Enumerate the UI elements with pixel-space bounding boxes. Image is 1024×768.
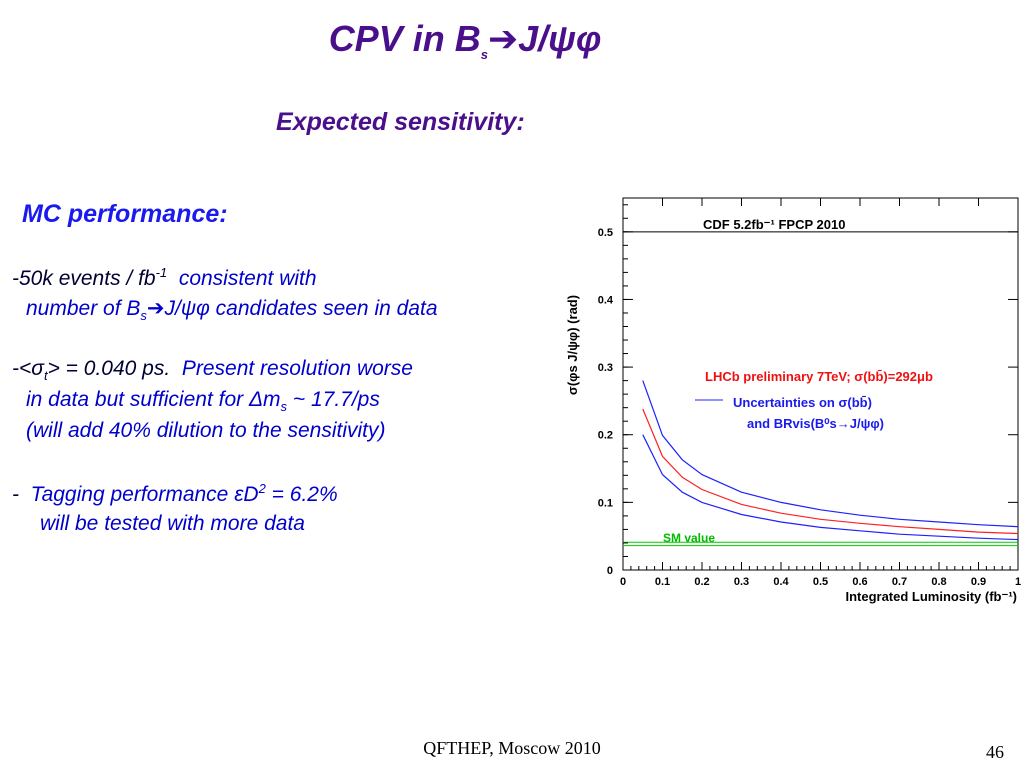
- sm-value-label: SM value: [663, 531, 715, 545]
- series-curve-0: [642, 380, 1019, 528]
- bullet-resolution-line2: in data but sufficient for Δms ~ 17.7/ps: [26, 388, 380, 415]
- x-tick-label: 0: [620, 576, 626, 588]
- slide-title: CPV in Bs➔J/ψφ: [328, 18, 602, 63]
- chart-frame: [622, 197, 1019, 571]
- footer-text: QFTHEP, Moscow 2010: [423, 738, 601, 758]
- x-tick-label: 0.4: [773, 576, 789, 588]
- series-curve-1: [642, 408, 1019, 535]
- bullet-tagging-line1: - Tagging performance εD2 = 6.2%: [12, 481, 338, 506]
- mc-performance-heading: MC performance:: [22, 200, 228, 228]
- x-tick-label: 0.2: [694, 576, 709, 588]
- uncertainty-annotation-line2: and BRvis(B⁰s→J/ψφ): [747, 416, 884, 431]
- y-tick-label: 0: [607, 565, 613, 577]
- y-tick-label: 0.2: [598, 430, 613, 442]
- bullet-events-line2: number of Bs➔J/ψφ candidates seen in dat…: [26, 297, 438, 324]
- x-tick-label: 0.5: [813, 576, 828, 588]
- lhcb-annotation: LHCb preliminary 7TeV; σ(bb̄)=292μb: [705, 369, 933, 384]
- y-axis-label: σ(φs J/ψφ) (rad): [565, 295, 580, 395]
- x-tick-label: 0.6: [852, 576, 867, 588]
- bullet-events-line1: -50k events / fb-1 consistent with: [12, 265, 317, 290]
- page-number: 46: [986, 742, 1004, 762]
- uncertainty-annotation-line1: Uncertainties on σ(bb̄): [733, 395, 872, 410]
- x-tick-label: 0.3: [734, 576, 749, 588]
- series-curve-2: [642, 434, 1019, 541]
- x-tick-label: 1: [1015, 576, 1021, 588]
- bullet-resolution-line3: (will add 40% dilution to the sensitivit…: [26, 419, 386, 442]
- y-tick-label: 0.3: [598, 362, 613, 374]
- y-tick-label: 0.4: [598, 294, 614, 306]
- x-tick-label: 0.1: [655, 576, 670, 588]
- sensitivity-chart: 0 0.1 0.2 0.3 0.4 0.5 0.6 0.7 0.8 0.9 1 0 0.1 0.2 0.3…: [565, 197, 1021, 604]
- bullet-resolution-line1: -<σt> = 0.040 ps. Present resolution wor…: [12, 357, 413, 384]
- x-tick-label: 0.8: [931, 576, 946, 588]
- x-tick-label: 0.7: [892, 576, 907, 588]
- y-tick-label: 0.1: [598, 497, 613, 509]
- x-axis-label: Integrated Luminosity (fb⁻¹): [845, 589, 1017, 604]
- x-tick-label: 0.9: [971, 576, 986, 588]
- cdf-annotation: CDF 5.2fb⁻¹ FPCP 2010: [703, 217, 845, 232]
- bullet-tagging-line2: will be tested with more data: [40, 512, 305, 535]
- slide-subtitle: Expected sensitivity:: [276, 108, 525, 136]
- y-tick-label: 0.5: [598, 227, 613, 239]
